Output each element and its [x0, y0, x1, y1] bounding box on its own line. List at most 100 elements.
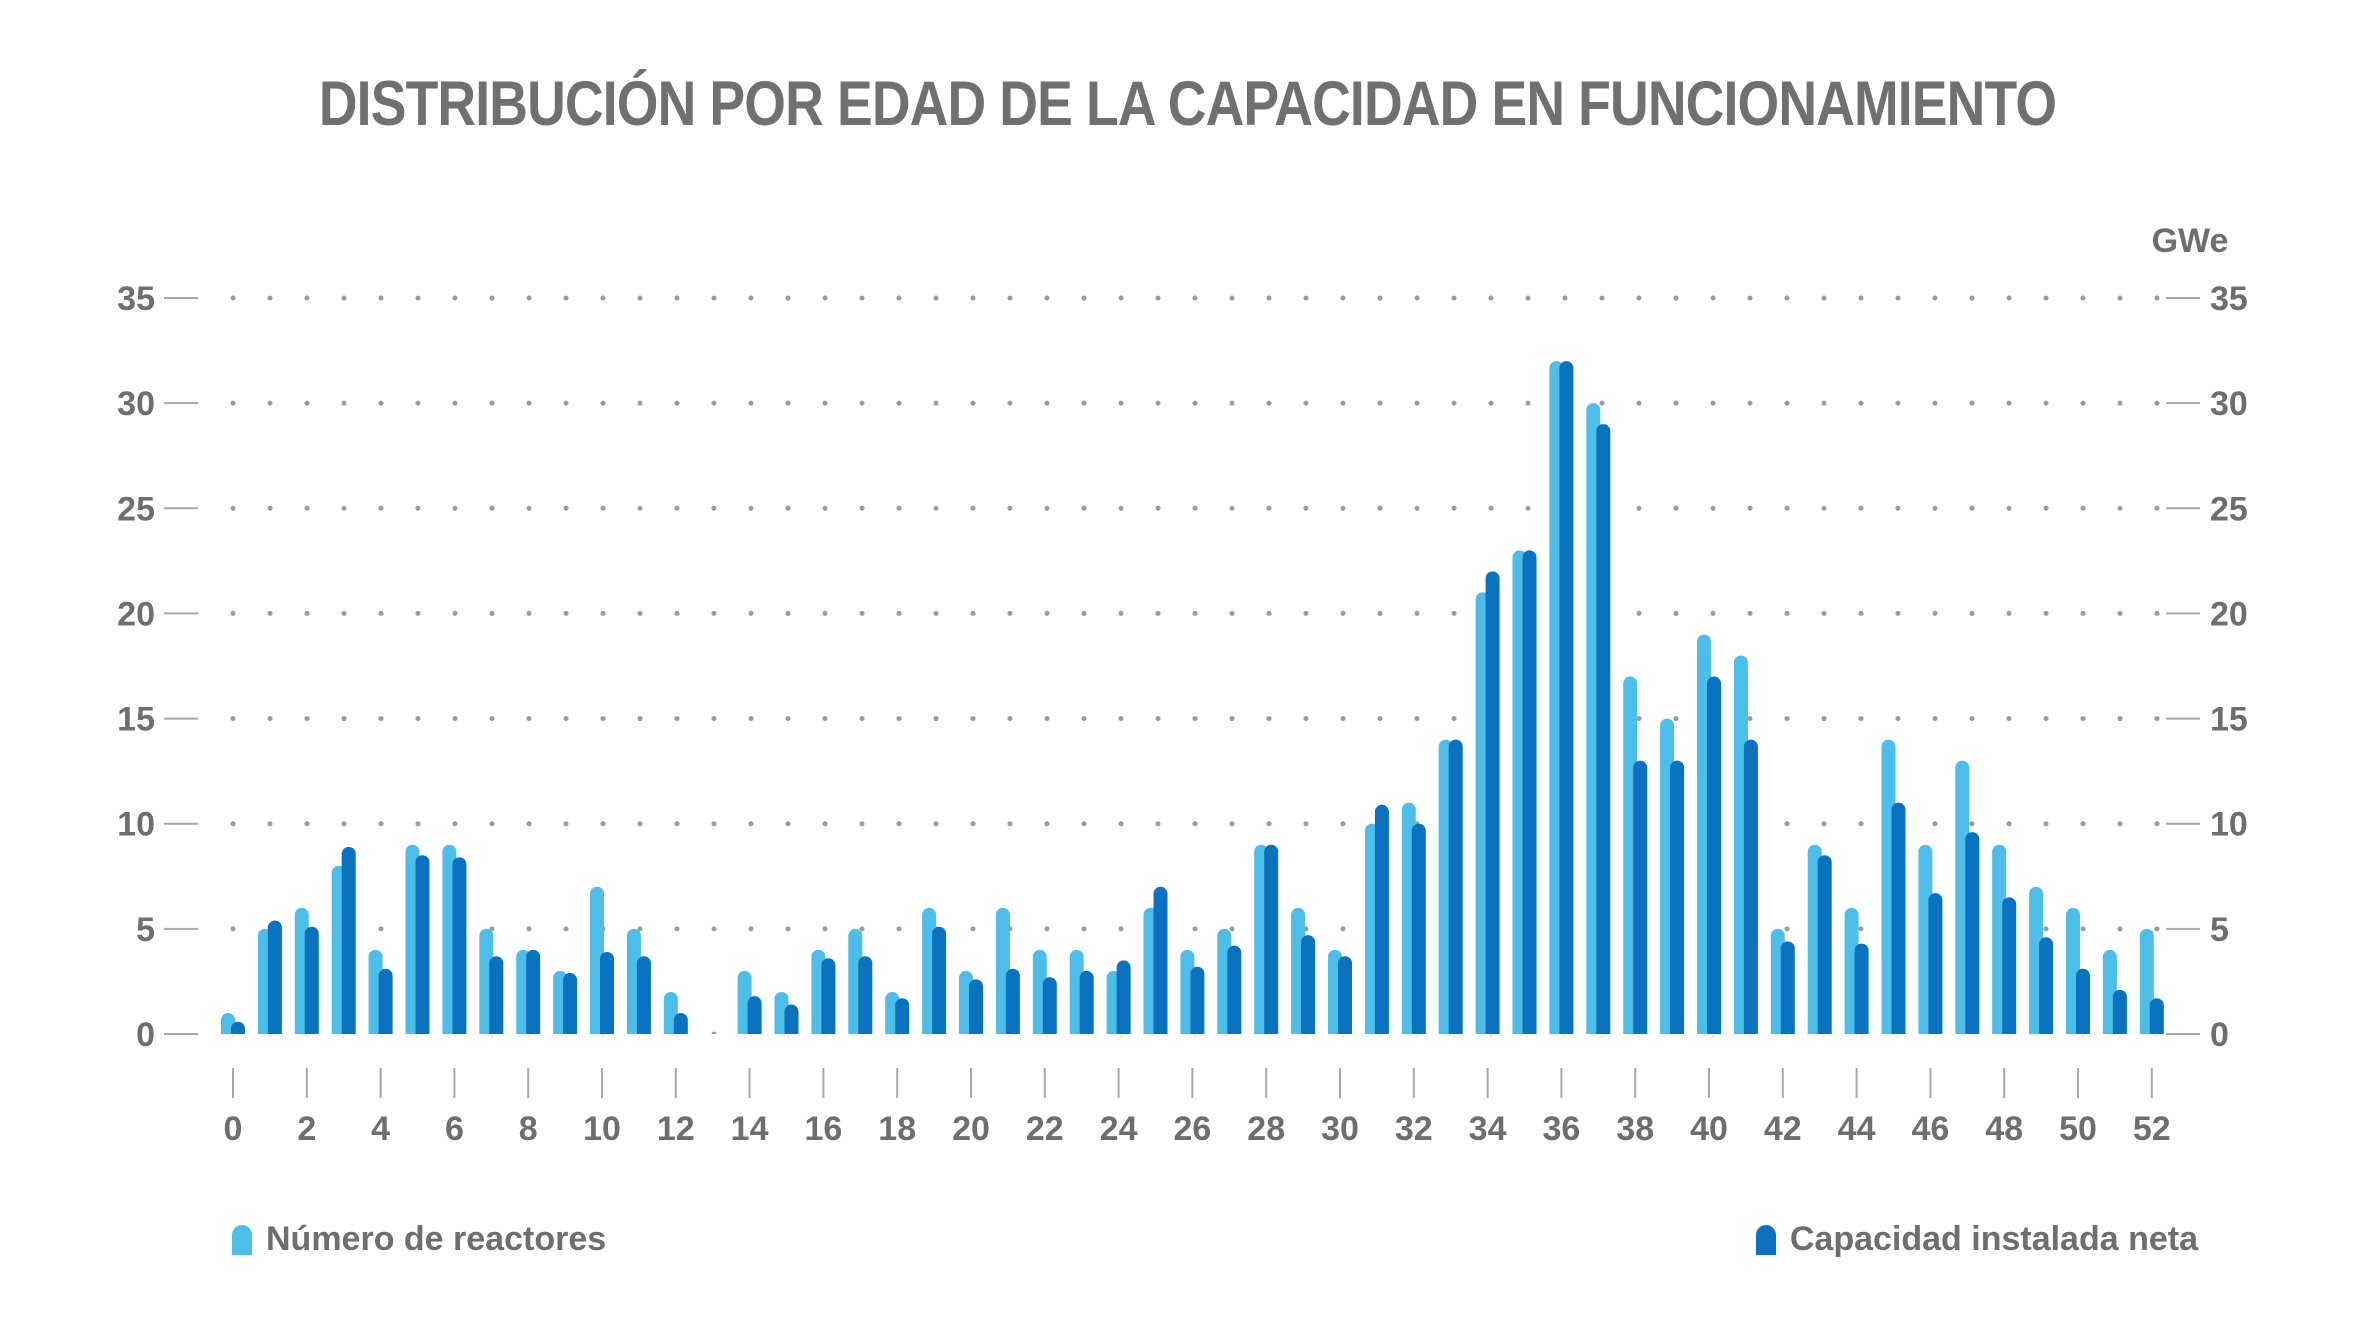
x-tick-label: 32 — [1395, 1110, 1433, 1148]
bar-capacity — [415, 855, 430, 1034]
bar-capacity — [1854, 943, 1869, 1034]
bar-capacity — [1485, 571, 1500, 1034]
legend-label-reactors: Número de reactores — [266, 1220, 607, 1258]
bar-capacity — [563, 973, 578, 1034]
x-tick-label: 6 — [445, 1110, 464, 1148]
x-tick-label: 16 — [804, 1110, 842, 1148]
y2-tick-label-right: 0 — [2210, 1016, 2229, 1054]
y2-tick-label-right: 10 — [2210, 806, 2248, 844]
x-tick-label: 20 — [952, 1110, 990, 1148]
bar-capacity — [489, 956, 504, 1034]
x-tick-label: 12 — [657, 1110, 695, 1148]
bar-capacity — [341, 846, 356, 1034]
y-tick-label-left: 10 — [117, 806, 155, 844]
bar-capacity — [1190, 966, 1205, 1034]
bar-capacity — [2076, 968, 2090, 1034]
x-tick-label: 34 — [1469, 1110, 1507, 1148]
bar-capacity — [969, 979, 983, 1034]
x-tick-label: 38 — [1616, 1110, 1654, 1148]
x-tick-label: 36 — [1542, 1110, 1580, 1148]
x-tick-label: 50 — [2059, 1110, 2097, 1148]
bar-capacity — [1301, 935, 1316, 1034]
bar-capacity — [673, 1012, 688, 1034]
bar-capacity — [1743, 739, 1758, 1034]
bar-capacity — [821, 958, 836, 1034]
x-tick-label: 26 — [1173, 1110, 1211, 1148]
x-tick-label: 14 — [731, 1110, 769, 1148]
legend-item-reactors: Número de reactores — [232, 1220, 606, 1259]
y-tick-label-left: 0 — [136, 1016, 155, 1054]
x-tick-label: 44 — [1838, 1110, 1876, 1148]
x-tick-label: 42 — [1764, 1110, 1802, 1148]
bar-capacity — [1670, 760, 1685, 1034]
bar-capacity — [231, 1021, 245, 1034]
bar-capacity — [600, 951, 614, 1034]
bar-capacity — [1005, 968, 1020, 1034]
y-tick-label-left: 30 — [117, 385, 155, 423]
x-tick-label: 0 — [224, 1110, 243, 1148]
bar-capacity — [452, 857, 467, 1034]
bar-capacity — [1079, 970, 1094, 1034]
x-tick-label: 18 — [878, 1110, 916, 1148]
bar-capacity — [1928, 893, 1943, 1034]
legend-swatch-reactors — [232, 1224, 252, 1255]
bar-capacity — [2112, 989, 2127, 1034]
y-tick-label-left: 20 — [117, 595, 155, 633]
bar-capacity — [2149, 998, 2164, 1034]
legend-swatch-capacity — [1755, 1224, 1776, 1255]
bar-capacity — [1116, 960, 1131, 1034]
bar-capacity — [1633, 760, 1648, 1034]
bar-capacity — [747, 996, 762, 1034]
bar-capacity — [1374, 804, 1389, 1034]
bar-capacity — [1559, 361, 1574, 1035]
bar-capacity — [1707, 676, 1721, 1034]
y2-tick-label-right: 5 — [2210, 911, 2229, 949]
bar-capacity — [1817, 855, 1832, 1034]
legend-label-capacity: Capacidad instalada neta — [1789, 1220, 2198, 1258]
y2-tick-label-right: 15 — [2210, 701, 2248, 739]
bar-capacity — [1264, 844, 1279, 1034]
y2-unit-label: GWe — [2152, 222, 2229, 260]
bar-capacity — [526, 949, 541, 1034]
bar-capacity — [1448, 739, 1463, 1034]
x-tick-label: 52 — [2133, 1110, 2171, 1148]
bar-capacity — [1227, 945, 1242, 1034]
bar-capacity — [2002, 897, 2017, 1034]
bar-capacity — [1411, 823, 1426, 1034]
chart-title: DISTRIBUCIÓN POR EDAD DE LA CAPACIDAD EN… — [318, 69, 2057, 139]
y-tick-label-left: 35 — [117, 280, 155, 318]
bar-capacity — [304, 926, 319, 1034]
bar-capacity — [1042, 977, 1057, 1034]
x-tick-label: 24 — [1100, 1110, 1138, 1148]
x-tick-label: 46 — [1911, 1110, 1949, 1148]
bar-capacity — [858, 956, 873, 1034]
x-tick-label: 40 — [1690, 1110, 1728, 1148]
x-tick-label: 10 — [583, 1110, 621, 1148]
bar-capacity — [636, 956, 651, 1034]
bar-capacity — [1338, 956, 1352, 1034]
x-tick-label: 8 — [519, 1110, 538, 1148]
bar-capacity — [267, 920, 282, 1034]
x-tick-label: 30 — [1321, 1110, 1359, 1148]
y2-tick-label-right: 35 — [2210, 280, 2248, 318]
bar-capacity — [932, 926, 947, 1034]
bar-capacity — [1522, 550, 1537, 1034]
x-tick-label: 22 — [1026, 1110, 1064, 1148]
y-tick-label-left: 25 — [117, 490, 155, 528]
bar-capacity — [1780, 941, 1795, 1034]
bar-capacity — [1891, 802, 1906, 1034]
y-tick-label-left: 5 — [136, 911, 155, 949]
bar-capacity — [2039, 937, 2054, 1034]
bar-capacity — [378, 968, 393, 1034]
y2-tick-label-right: 20 — [2210, 595, 2248, 633]
bar-capacity — [1153, 886, 1168, 1034]
x-tick-label: 28 — [1247, 1110, 1285, 1148]
x-tick-label: 48 — [1985, 1110, 2023, 1148]
legend-item-capacity: Capacidad instalada neta — [1755, 1220, 2198, 1259]
bar-capacity — [1596, 424, 1611, 1034]
x-tick-label: 2 — [297, 1110, 316, 1148]
bar-capacity — [1965, 832, 1980, 1034]
y2-tick-label-right: 25 — [2210, 490, 2248, 528]
y-tick-label-left: 15 — [117, 701, 155, 739]
